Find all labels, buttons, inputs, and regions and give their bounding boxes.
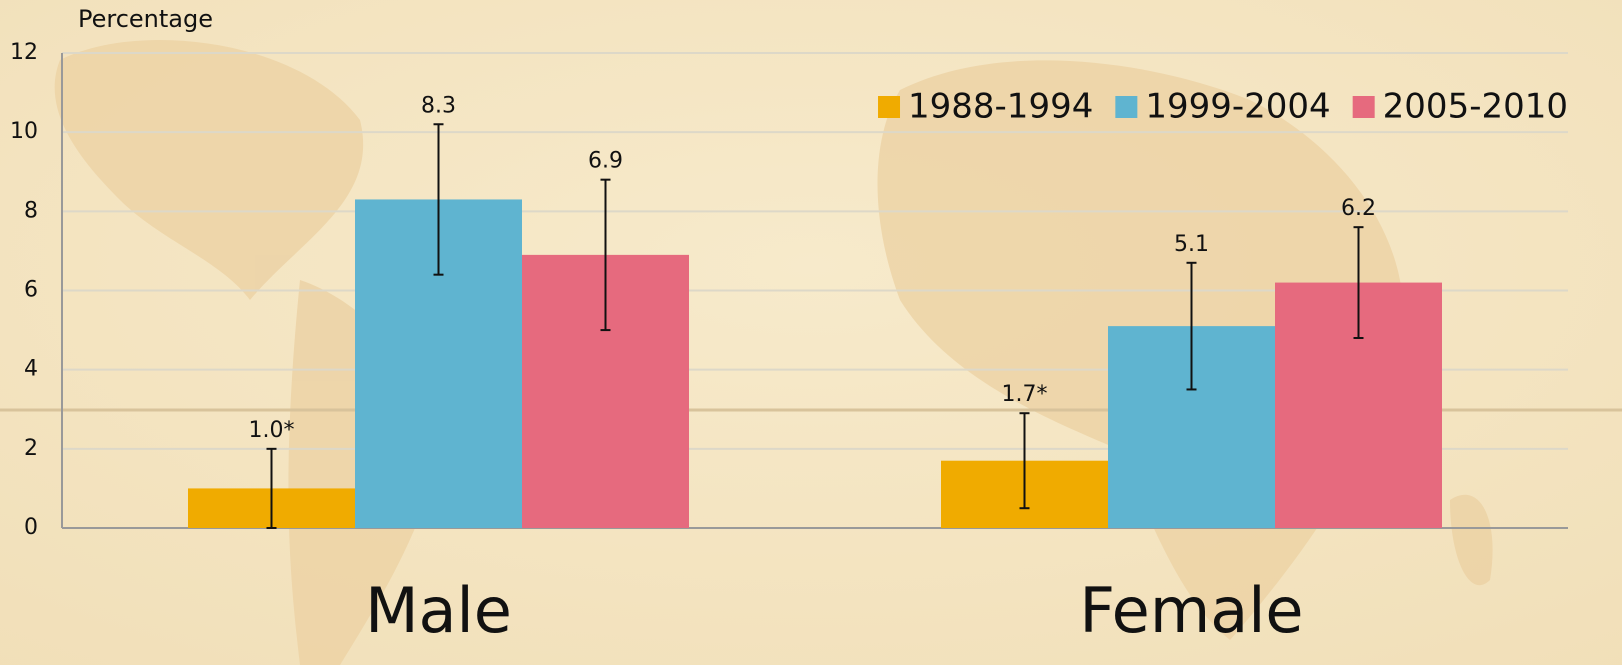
x-tick-label: Male <box>365 574 512 647</box>
y-tick-label: 8 <box>24 198 38 223</box>
legend-swatch <box>1115 96 1138 118</box>
y-tick-label: 6 <box>24 278 38 303</box>
y-axis-label: Percentage <box>78 5 213 33</box>
value-label: 6.2 <box>1341 196 1376 221</box>
y-tick-label: 12 <box>10 40 38 65</box>
value-label: 1.0* <box>249 418 295 443</box>
legend-label: 1999-2004 <box>1145 87 1330 127</box>
legend-swatch <box>878 96 901 118</box>
legend-label: 2005-2010 <box>1383 87 1568 127</box>
y-tick-label: 10 <box>10 119 38 144</box>
y-tick-label: 2 <box>24 436 38 461</box>
value-label: 8.3 <box>421 93 456 118</box>
x-tick-label: Female <box>1079 574 1303 647</box>
legend-swatch <box>1352 96 1375 118</box>
legend-label: 1988-1994 <box>908 87 1093 127</box>
value-label: 1.7* <box>1002 382 1048 407</box>
y-tick-label: 0 <box>24 515 38 540</box>
value-label: 5.1 <box>1174 232 1209 257</box>
y-tick-label: 4 <box>24 357 38 382</box>
value-label: 6.9 <box>588 149 623 174</box>
